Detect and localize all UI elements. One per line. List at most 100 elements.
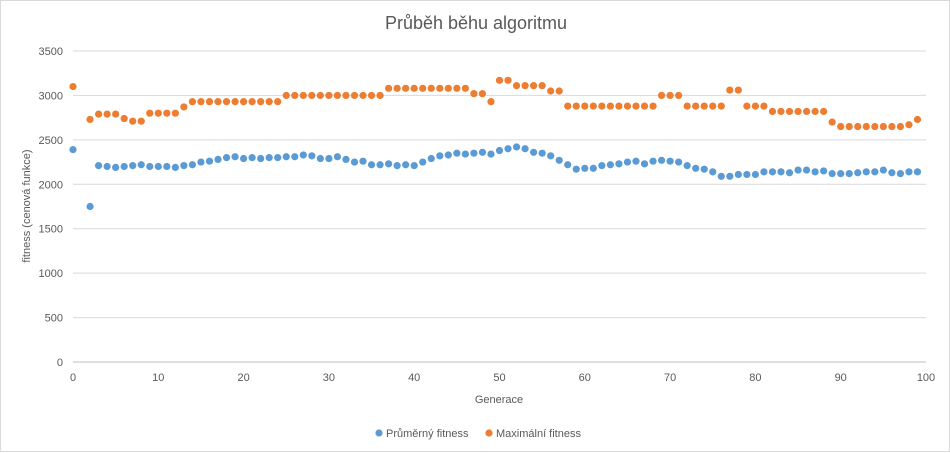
data-point — [854, 169, 862, 177]
data-point — [521, 145, 529, 153]
data-point — [692, 102, 700, 110]
data-point — [564, 102, 572, 110]
data-point — [257, 154, 265, 163]
data-point — [555, 156, 563, 164]
data-point — [820, 107, 828, 116]
data-point — [350, 91, 359, 100]
data-point — [385, 160, 393, 168]
data-point — [581, 102, 589, 110]
data-point — [333, 153, 342, 161]
data-point — [342, 155, 350, 164]
data-point — [282, 91, 290, 100]
data-point — [538, 82, 546, 90]
data-point — [649, 102, 657, 110]
data-point — [837, 170, 845, 178]
data-point — [530, 82, 538, 90]
data-point — [555, 87, 563, 95]
data-point — [623, 158, 632, 166]
data-point — [683, 102, 691, 110]
x-tick-label: 20 — [237, 372, 249, 384]
data-point — [495, 146, 504, 155]
data-point — [845, 170, 853, 178]
data-point — [282, 153, 290, 161]
data-point — [257, 98, 265, 106]
data-point — [453, 84, 461, 92]
data-point — [828, 118, 836, 126]
data-point — [265, 154, 273, 162]
data-point — [231, 153, 239, 161]
data-point — [461, 150, 469, 158]
data-point — [299, 91, 307, 100]
data-point — [325, 91, 333, 100]
data-point — [785, 107, 794, 116]
data-point — [342, 91, 350, 100]
data-point — [504, 76, 512, 84]
data-point — [146, 162, 154, 171]
x-tick-label: 60 — [579, 372, 591, 384]
data-point — [427, 84, 435, 92]
data-point — [606, 161, 614, 169]
series-max-fitness — [69, 76, 922, 131]
data-point — [871, 122, 879, 131]
data-point — [777, 107, 785, 116]
y-tick-label: 500 — [45, 313, 63, 325]
data-point — [94, 162, 103, 170]
legend-item: Průměrný fitness — [375, 428, 469, 440]
data-point — [129, 117, 137, 125]
data-point — [512, 82, 521, 90]
data-point — [478, 148, 487, 156]
chart-title: Průběh běhu algoritmu — [385, 13, 567, 33]
data-point — [470, 149, 478, 157]
data-point — [291, 153, 299, 161]
data-point — [120, 162, 128, 171]
data-point — [197, 98, 205, 106]
data-point — [871, 168, 879, 176]
data-point — [640, 160, 649, 168]
data-point — [436, 152, 444, 160]
y-tick-label: 2000 — [39, 179, 63, 191]
data-point — [666, 91, 674, 100]
data-point — [521, 82, 529, 90]
data-point — [802, 107, 811, 116]
data-point — [248, 154, 256, 162]
x-tick-label: 90 — [835, 372, 847, 384]
data-point — [743, 170, 751, 179]
data-point — [623, 102, 632, 110]
data-point — [811, 168, 819, 176]
data-point — [112, 110, 120, 118]
data-point — [316, 154, 324, 163]
data-point — [649, 157, 657, 165]
x-tick-label: 40 — [408, 372, 420, 384]
data-point — [129, 162, 137, 170]
y-tick-label: 3500 — [39, 46, 63, 58]
data-point — [86, 115, 94, 124]
data-point — [444, 84, 452, 92]
legend-label: Maximální fitness — [496, 428, 581, 440]
data-point — [393, 162, 401, 170]
data-point — [385, 84, 393, 92]
data-point — [785, 169, 794, 177]
data-point — [760, 102, 768, 110]
data-point — [487, 150, 495, 158]
data-point — [197, 158, 205, 166]
axes: 0 500 1000 1500 2000 2500 3000 3500 0 10 20 30 40 50 6… — [39, 46, 936, 384]
data-point — [222, 154, 231, 162]
data-point — [794, 107, 802, 116]
data-point — [760, 168, 768, 176]
data-point — [683, 162, 691, 170]
data-point — [905, 168, 913, 176]
data-point — [103, 162, 111, 171]
data-point — [410, 84, 418, 92]
data-point — [376, 91, 384, 100]
data-point — [291, 91, 299, 100]
data-point — [137, 117, 145, 125]
data-point — [69, 146, 77, 154]
data-point — [734, 170, 742, 179]
legend-marker — [485, 429, 493, 437]
data-point — [120, 114, 128, 123]
data-point — [299, 151, 307, 159]
data-point — [538, 149, 546, 157]
data-point — [802, 166, 811, 174]
data-point — [171, 163, 179, 172]
